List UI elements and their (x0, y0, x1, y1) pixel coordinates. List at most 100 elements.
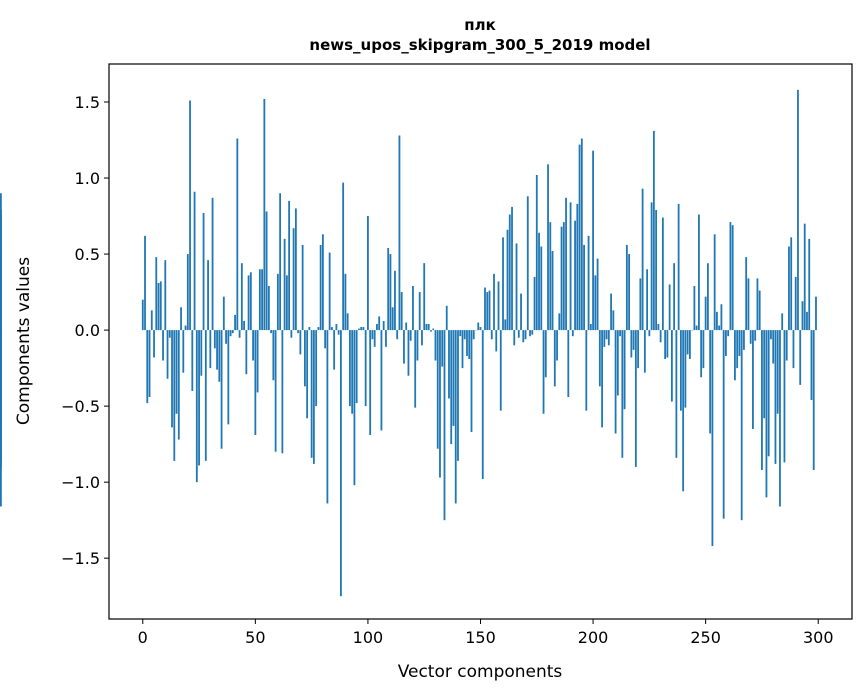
bar-100 (367, 216, 369, 331)
bar-291 (797, 89, 799, 331)
bar-124 (421, 330, 423, 346)
bar-37 (225, 330, 227, 344)
bar-195 (580, 138, 583, 331)
bar-174 (533, 276, 536, 331)
bar-224 (646, 269, 649, 331)
bar-116 (403, 330, 405, 364)
bar-95 (355, 330, 358, 404)
bar-259 (725, 330, 727, 356)
bar-229 (657, 324, 660, 331)
bar-40 (231, 330, 234, 334)
bar-53 (261, 269, 263, 331)
bar-133 (441, 330, 444, 367)
bar-281 (774, 330, 777, 464)
bar-233 (666, 330, 669, 358)
bar-184 (556, 330, 558, 361)
bar-76 (312, 330, 315, 464)
bar-119 (409, 330, 412, 341)
bar-147 (472, 330, 475, 340)
bar-135 (445, 305, 448, 331)
bar-92 (349, 330, 351, 407)
bar-167 (517, 330, 520, 338)
bar-77 (315, 330, 318, 407)
bar-189 (567, 330, 570, 397)
bar-288 (790, 237, 793, 331)
bar-197 (585, 330, 588, 411)
bar-9 (162, 330, 164, 361)
bar-240 (682, 330, 685, 492)
bar-113 (396, 330, 399, 340)
bar-278 (767, 330, 770, 457)
bar-22 (191, 330, 194, 391)
bar-86 (335, 324, 338, 331)
bar-41 (234, 314, 236, 331)
bar-101 (369, 330, 372, 436)
bar-62 (281, 330, 284, 454)
bar-123 (418, 292, 421, 331)
bar-253 (711, 330, 714, 547)
bar-85 (333, 330, 336, 370)
bar-20 (186, 254, 189, 331)
bar-212 (619, 330, 621, 337)
bar-33 (216, 330, 218, 370)
bar-157 (495, 330, 498, 352)
bar-59 (274, 330, 277, 452)
bar-136 (448, 330, 450, 399)
bar-177 (540, 246, 543, 331)
bar-32 (213, 330, 216, 349)
bar-87 (337, 330, 340, 335)
y-tick-label: −1.5 (61, 549, 100, 568)
bar-158 (497, 281, 500, 331)
bar-undefined (0, 325, 2, 331)
bar-185 (558, 313, 561, 331)
bar-228 (655, 209, 658, 331)
bar-21 (189, 100, 191, 331)
bar-262 (731, 225, 734, 331)
x-axis-ticks: 0 50 100 150 200 250 300 (138, 619, 834, 647)
bar-247 (698, 214, 700, 331)
bar-26 (200, 330, 203, 376)
bar-257 (720, 304, 723, 331)
bar-274 (758, 290, 761, 331)
bar-6 (155, 257, 158, 331)
bar-287 (788, 246, 790, 331)
bar-99 (364, 330, 367, 407)
bar-264 (736, 330, 739, 369)
bar-8 (159, 281, 162, 331)
bar-214 (623, 330, 626, 410)
bar-160 (502, 237, 504, 331)
bar-292 (799, 330, 802, 385)
bar-3 (148, 330, 151, 397)
bar-255 (716, 311, 718, 331)
y-axis-ticks: −1.5 −1.0 −0.5 0.0 0.5 1.0 1.5 (61, 93, 109, 568)
bar-248 (700, 330, 703, 378)
bar-122 (416, 330, 419, 361)
bar-125 (423, 263, 426, 331)
bar-242 (686, 330, 689, 355)
x-tick-label: 200 (578, 628, 609, 647)
bar-35 (220, 330, 223, 449)
bar-263 (734, 330, 736, 381)
bar-127 (427, 324, 430, 331)
bar-45 (243, 320, 245, 331)
bar-28 (204, 330, 207, 461)
bar-52 (258, 269, 261, 331)
bar-undefined (0, 313, 2, 331)
bar-82 (326, 330, 329, 504)
bar-218 (632, 330, 635, 350)
chart-title-line-2: news_upos_skipgram_300_5_2019 model (309, 36, 650, 54)
bar-203 (598, 330, 601, 387)
bar-267 (743, 330, 745, 350)
bar-207 (607, 330, 610, 346)
bar-29 (207, 260, 209, 331)
bar-227 (652, 130, 655, 331)
bar-38 (227, 330, 230, 425)
bar-280 (772, 330, 775, 364)
bar-120 (412, 286, 414, 331)
bar-201 (594, 275, 597, 331)
x-axis-label: Vector components (398, 662, 563, 682)
bar-216 (628, 254, 630, 331)
bar-96 (358, 328, 360, 331)
bar-102 (371, 330, 374, 340)
